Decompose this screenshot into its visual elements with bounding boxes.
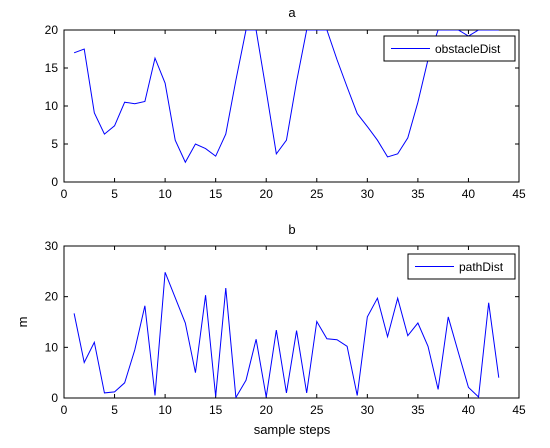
y-tick-label: 20 <box>45 290 59 304</box>
panel-b-title: b <box>288 222 295 237</box>
x-tick-label: 0 <box>61 187 68 201</box>
panel-b-y-ticks: 0 10 20 30 <box>45 239 519 405</box>
y-tick-label: 0 <box>51 175 58 189</box>
x-tick-label: 40 <box>462 187 476 201</box>
panel-b-series-line <box>73 272 500 398</box>
x-tick-label: 20 <box>260 187 274 201</box>
x-tick-label: 5 <box>111 187 118 201</box>
x-tick-label: 30 <box>361 187 375 201</box>
x-tick-label: 15 <box>209 403 223 417</box>
x-tick-label: 35 <box>411 403 425 417</box>
x-tick-label: 10 <box>158 187 172 201</box>
x-tick-label: 25 <box>310 403 324 417</box>
y-tick-label: 0 <box>51 391 58 405</box>
x-tick-label: 20 <box>260 403 274 417</box>
panel-a-y-ticks: 0 5 10 15 20 <box>45 23 519 189</box>
panel-b-series <box>73 272 500 398</box>
y-tick-label: 10 <box>45 99 59 113</box>
panel-a-x-ticks: 0 5 10 15 20 25 30 35 40 45 <box>61 30 526 201</box>
y-tick-label: 10 <box>45 340 59 354</box>
panel-b-x-axis-label: sample steps <box>254 422 331 437</box>
x-tick-label: 0 <box>61 403 68 417</box>
x-tick-label: 40 <box>462 403 476 417</box>
panel-b-legend-label: pathDist <box>459 260 504 274</box>
x-tick-label: 45 <box>512 403 526 417</box>
y-tick-label: 15 <box>45 61 59 75</box>
x-tick-label: 45 <box>512 187 526 201</box>
panel-a-title: a <box>288 5 296 20</box>
x-tick-label: 10 <box>158 403 172 417</box>
x-tick-label: 35 <box>411 187 425 201</box>
panel-b-legend: pathDist <box>407 253 516 280</box>
y-tick-label: 5 <box>51 137 58 151</box>
y-tick-label: 20 <box>45 23 59 37</box>
panel-a: a 0 5 10 15 20 25 30 35 40 45 0 5 10 15 20 obstacleDi… <box>45 5 526 201</box>
x-tick-label: 15 <box>209 187 223 201</box>
x-tick-label: 30 <box>361 403 375 417</box>
x-tick-label: 25 <box>310 187 324 201</box>
y-tick-label: 30 <box>45 239 59 253</box>
panel-a-legend: obstacleDist <box>383 35 516 62</box>
x-tick-label: 5 <box>111 403 118 417</box>
panel-a-legend-label: obstacleDist <box>435 42 501 56</box>
panel-b-x-ticks: 0 5 10 15 20 25 30 35 40 45 <box>61 246 526 417</box>
panel-b-y-axis-label: m <box>15 317 30 328</box>
panel-b: b 0 5 10 15 20 25 30 35 40 45 0 10 20 30 sample step… <box>15 222 526 437</box>
